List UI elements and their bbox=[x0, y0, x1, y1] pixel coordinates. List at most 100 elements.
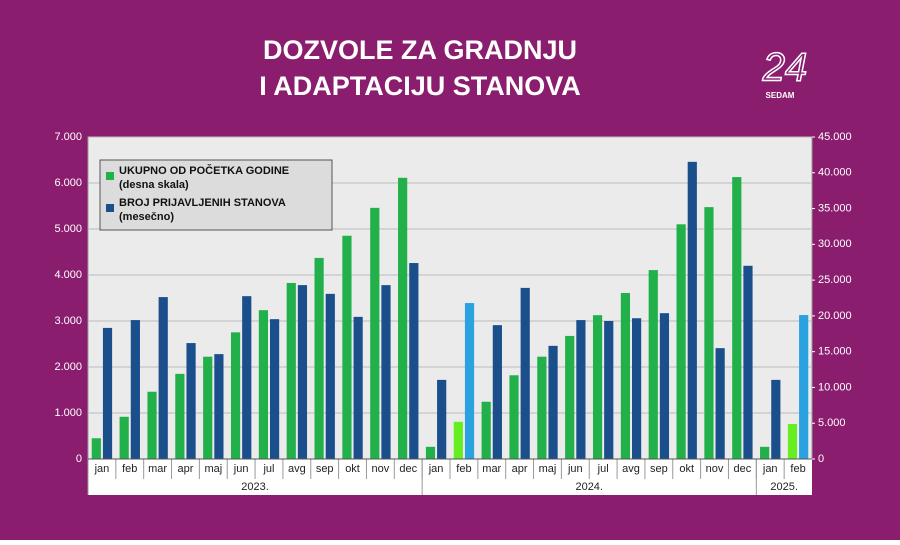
bar bbox=[130, 320, 140, 459]
x-tick-label: maj bbox=[539, 463, 557, 475]
bar bbox=[242, 296, 252, 459]
bar bbox=[704, 207, 714, 459]
x-tick-label: okt bbox=[679, 463, 694, 475]
group-label: 2024. bbox=[575, 481, 603, 493]
bar bbox=[565, 335, 575, 459]
x-tick-label: avg bbox=[288, 463, 306, 475]
bar bbox=[119, 416, 129, 459]
bar bbox=[548, 345, 558, 459]
y2-tick-label: 40.000 bbox=[818, 167, 852, 179]
x-tick-label: feb bbox=[122, 463, 137, 475]
y-tick-label: 2.000 bbox=[54, 361, 82, 373]
bar bbox=[520, 287, 530, 459]
bar bbox=[370, 207, 380, 459]
bar bbox=[203, 356, 213, 459]
bar bbox=[464, 303, 475, 459]
bar bbox=[453, 421, 463, 459]
chart-title: DOZVOLE ZA GRADNJU bbox=[263, 35, 577, 65]
bar bbox=[537, 356, 547, 459]
bar bbox=[158, 297, 168, 459]
y2-tick-label: 25.000 bbox=[818, 274, 852, 286]
bar bbox=[286, 282, 296, 459]
bar bbox=[648, 270, 658, 459]
group-label: 2023. bbox=[241, 481, 269, 493]
x-tick-label: dec bbox=[399, 463, 417, 475]
y-tick-label: 0 bbox=[76, 453, 82, 465]
x-tick-label: nov bbox=[372, 463, 390, 475]
bar bbox=[592, 315, 603, 459]
y-tick-label: 1.000 bbox=[54, 407, 82, 419]
x-tick-label: sep bbox=[650, 463, 668, 475]
x-tick-label: mar bbox=[148, 463, 167, 475]
x-tick-label: dec bbox=[734, 463, 752, 475]
bar bbox=[425, 446, 436, 459]
x-tick-label: feb bbox=[790, 463, 805, 475]
bar bbox=[620, 292, 630, 459]
x-tick-label: jan bbox=[762, 463, 778, 475]
y2-tick-label: 20.000 bbox=[818, 310, 852, 322]
y2-tick-label: 5.000 bbox=[818, 417, 846, 429]
x-tick-label: maj bbox=[204, 463, 222, 475]
x-tick-label: jul bbox=[597, 463, 609, 475]
x-tick-label: jan bbox=[94, 463, 110, 475]
legend-note: (mesečno) bbox=[119, 211, 174, 223]
x-tick-label: apr bbox=[512, 463, 528, 475]
x-tick-label: jun bbox=[567, 463, 583, 475]
legend bbox=[99, 159, 333, 231]
x-tick-label: sep bbox=[316, 463, 334, 475]
bar bbox=[743, 265, 753, 459]
y-tick-label: 3.000 bbox=[54, 315, 82, 327]
legend-label: BROJ PRIJAVLJENIH STANOVA bbox=[119, 197, 286, 209]
x-tick-label: avg bbox=[622, 463, 640, 475]
bar bbox=[314, 257, 324, 459]
bar bbox=[342, 235, 352, 459]
x-tick-label: mar bbox=[482, 463, 501, 475]
bar bbox=[760, 446, 770, 459]
y-tick-label: 7.000 bbox=[54, 131, 82, 143]
bar bbox=[325, 293, 335, 459]
logo-number: 24 bbox=[762, 46, 808, 90]
bar bbox=[186, 343, 196, 459]
y2-tick-label: 45.000 bbox=[818, 131, 852, 143]
y-tick-label: 4.000 bbox=[54, 269, 82, 281]
logo-label: SEDAM bbox=[766, 91, 795, 100]
bar bbox=[258, 310, 268, 459]
bar bbox=[230, 332, 241, 459]
x-tick-label: jul bbox=[262, 463, 274, 475]
bar bbox=[509, 375, 519, 459]
bar bbox=[732, 177, 742, 459]
y-tick-label: 5.000 bbox=[54, 223, 82, 235]
x-tick-label: feb bbox=[456, 463, 471, 475]
bar bbox=[297, 285, 308, 459]
bar bbox=[409, 263, 419, 459]
bar bbox=[771, 379, 781, 459]
bar bbox=[481, 401, 491, 459]
x-tick-label: jun bbox=[233, 463, 249, 475]
bar bbox=[604, 321, 614, 459]
bar bbox=[214, 354, 224, 459]
bar bbox=[437, 379, 447, 459]
bar bbox=[687, 161, 697, 459]
bar bbox=[398, 177, 408, 459]
x-tick-label: apr bbox=[178, 463, 194, 475]
group-label: 2025. bbox=[770, 481, 798, 493]
bar bbox=[381, 285, 391, 459]
y2-tick-label: 0 bbox=[818, 453, 824, 465]
legend-swatch bbox=[106, 204, 114, 212]
bar bbox=[799, 315, 809, 459]
bar bbox=[676, 224, 686, 459]
legend-swatch bbox=[106, 172, 114, 180]
x-tick-label: jan bbox=[428, 463, 444, 475]
y-tick-label: 6.000 bbox=[54, 177, 82, 189]
bar bbox=[102, 327, 113, 459]
bar bbox=[659, 313, 670, 459]
chart-title: I ADAPTACIJU STANOVA bbox=[259, 71, 581, 101]
legend-note: (desna skala) bbox=[119, 179, 189, 191]
y2-tick-label: 10.000 bbox=[818, 381, 852, 393]
x-tick-label: okt bbox=[345, 463, 360, 475]
bar bbox=[353, 316, 363, 459]
bar bbox=[715, 348, 725, 459]
bar bbox=[787, 423, 798, 459]
